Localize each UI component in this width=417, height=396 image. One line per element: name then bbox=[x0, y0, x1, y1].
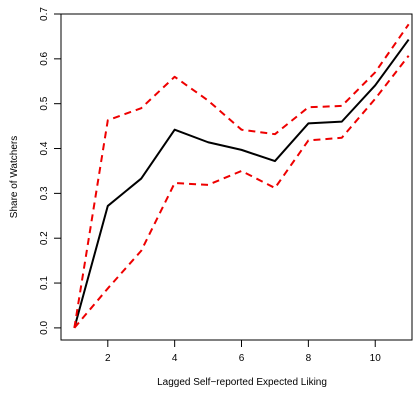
x-tick-label: 4 bbox=[172, 353, 178, 364]
y-axis: 0.0 0.1 0.2 0.3 0.4 0.5 0.6 0.7 bbox=[39, 7, 61, 335]
x-tick-label: 8 bbox=[306, 353, 312, 364]
y-tick-label: 0.5 bbox=[39, 96, 50, 110]
y-tick-label: 0.0 bbox=[39, 321, 50, 335]
y-tick-label: 0.1 bbox=[39, 276, 50, 290]
series-group bbox=[73, 23, 410, 329]
y-tick-label: 0.6 bbox=[39, 51, 50, 65]
x-tick-label: 2 bbox=[105, 353, 111, 364]
x-axis: 2 4 6 8 10 bbox=[105, 340, 381, 364]
x-axis-title: Lagged Self−reported Expected Liking bbox=[157, 377, 327, 388]
y-tick-label: 0.7 bbox=[39, 7, 50, 21]
plot-area-frame bbox=[60, 13, 413, 341]
y-tick-label: 0.2 bbox=[39, 231, 50, 245]
confidence-bound-line-2 bbox=[73, 55, 410, 329]
y-tick-label: 0.3 bbox=[39, 186, 50, 200]
x-tick-label: 6 bbox=[239, 353, 245, 364]
y-axis-title: Share of Watchers bbox=[9, 136, 20, 218]
y-tick-label: 0.4 bbox=[39, 141, 50, 155]
estimate-line bbox=[73, 38, 410, 329]
x-tick-label: 10 bbox=[370, 353, 382, 364]
confidence-bound-line-1 bbox=[73, 23, 410, 329]
